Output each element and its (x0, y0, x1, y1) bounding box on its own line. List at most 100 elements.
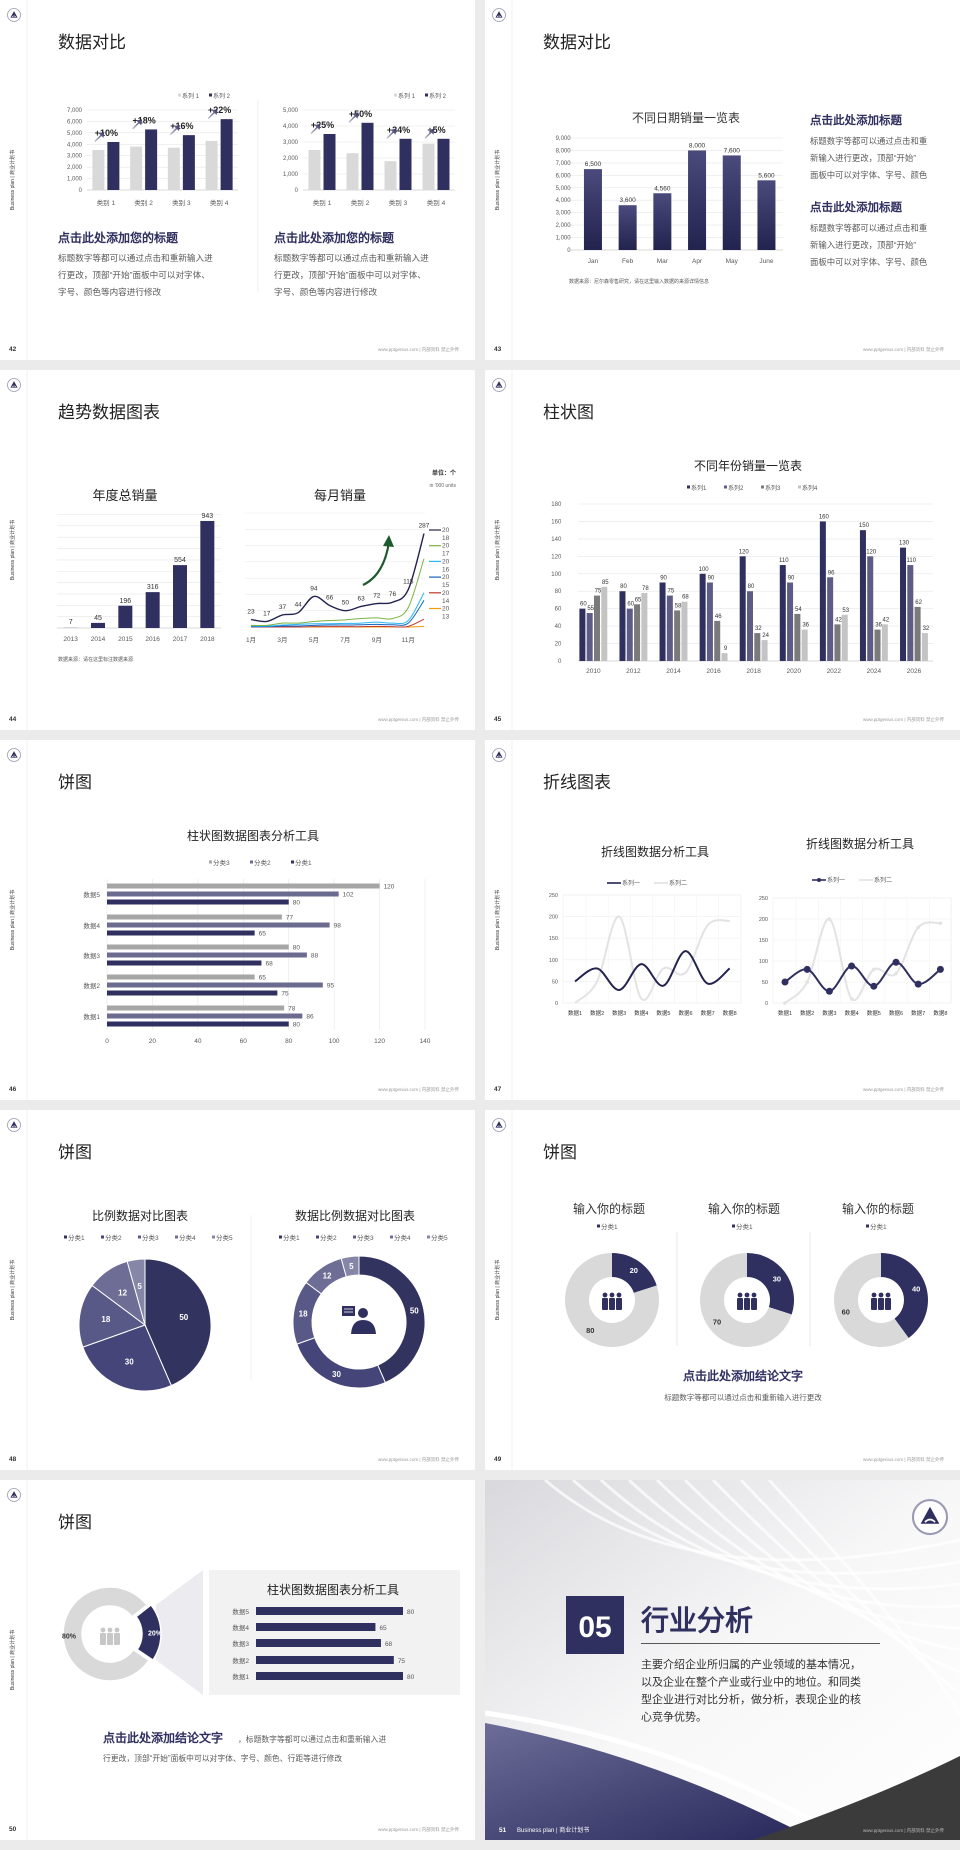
y-tick-label: 0 (555, 1001, 558, 1007)
logo-icon (7, 748, 21, 762)
bar (107, 960, 262, 966)
legend-label: 分类1 (736, 1222, 753, 1231)
data-label: 160 (819, 514, 830, 520)
x-tick-label: 数据2 (800, 1009, 814, 1017)
page-number: 50 (9, 1826, 17, 1833)
bar (422, 143, 435, 190)
bar (205, 140, 218, 190)
x-tick-label: 类别 3 (172, 198, 191, 207)
bar (659, 582, 666, 661)
bar (107, 930, 255, 936)
data-label: 90 (788, 576, 795, 582)
legend-swatch-icon (425, 93, 428, 97)
data-label: 75 (398, 1658, 406, 1665)
data-label: 32 (923, 626, 930, 632)
legend-label: 分类4 (179, 1233, 196, 1242)
x-tick-label: 2016 (145, 636, 160, 643)
data-source: 数据来源：尼尔森零售研究，请在这里输入数据的来源详情信息 (569, 278, 709, 285)
legend-label: 系列 2 (213, 92, 231, 100)
bar (714, 620, 721, 661)
bar (688, 150, 707, 250)
section-description-line: 以及企业在整个产业或行业中的地位。和同类 (641, 1675, 861, 1689)
legend-swatch-icon (64, 1235, 67, 1239)
slide-46[interactable]: Business plan | 商业计划书 46 www.pptgenius.com… (0, 740, 475, 1100)
person-chat-icon (342, 1306, 376, 1334)
bar (666, 595, 673, 661)
legend-label: 17 (442, 551, 450, 558)
slide-50[interactable]: Business plan | 商业计划书 50 www.pptgenius.com… (0, 1480, 475, 1840)
chart-title: 输入你的标题 (573, 1201, 645, 1216)
slice-label: 20 (630, 1266, 638, 1275)
slide-45[interactable]: Business plan | 商业计划书 45 www.pptgenius.com… (485, 370, 960, 730)
slide-title: 趋势数据图表 (58, 403, 160, 422)
bar (167, 147, 180, 190)
logo-icon (492, 378, 506, 392)
x-tick-label: 2014 (91, 636, 106, 643)
pie-slice (340, 1255, 360, 1278)
page-number: 45 (494, 716, 502, 723)
pie-slice (296, 1337, 386, 1389)
bar (399, 138, 412, 190)
bar (173, 565, 187, 628)
team-icon (871, 1292, 891, 1310)
slide-51[interactable]: 05 行业分析 主要介绍企业所归属的产业领域的基本情况， 以及企业在整个产业或行业中的… (485, 1480, 960, 1840)
bar (107, 891, 339, 897)
slide-44[interactable]: Business plan | 商业计划书 44 www.pptgenius.com… (0, 370, 475, 730)
bar (739, 556, 746, 661)
person-body (351, 1320, 376, 1334)
x-tick-label: 类别 1 (313, 198, 332, 207)
slice-label: 80 (586, 1326, 594, 1335)
bar (361, 122, 374, 190)
slide-48[interactable]: Business plan | 商业计划书 48 www.pptgenius.com… (0, 1110, 475, 1470)
logo-triangle (10, 11, 18, 18)
slide-42[interactable]: Business plan | 商业计划书 42 www.pptgenius.com… (0, 0, 475, 360)
bar (841, 614, 848, 661)
legend-swatch-icon (394, 93, 397, 97)
slide-49[interactable]: Business plan | 商业计划书 49 www.pptgenius.com… (485, 1110, 960, 1470)
slide-48-canvas: Business plan | 商业计划书 48 www.pptgenius.com… (7, 1110, 459, 1470)
legend-label: 20 (442, 574, 450, 581)
data-label: 53 (842, 608, 849, 614)
legend-swatch-icon (390, 1235, 393, 1239)
logo-book (11, 385, 17, 388)
x-tick-label: 数据6 (889, 1009, 903, 1017)
legend-label: 系列一 (827, 876, 845, 884)
x-tick-label: 数据8 (933, 1009, 947, 1017)
bar (819, 521, 826, 661)
legend-label: 20 (442, 590, 450, 597)
legend-label: 分类2 (105, 1233, 122, 1242)
chart-title: 每月销量 (314, 488, 366, 503)
legend-swatch-icon (209, 860, 212, 864)
block-body-line: 标题数字等都可以通过点击和重 (810, 223, 927, 233)
bar (881, 624, 888, 661)
chat-bubble (342, 1306, 355, 1316)
slide-43[interactable]: Business plan | 商业计划书 43 www.pptgenius.com… (485, 0, 960, 360)
x-tick-label: 80 (285, 1038, 293, 1045)
bar (653, 193, 672, 250)
y-tick-label: 20 (555, 642, 562, 648)
slide-47[interactable]: Business plan | 商业计划书 47 www.pptgenius.com… (485, 740, 960, 1100)
footer-text: www.pptgenius.com | 内部资料 禁止外传 (378, 1086, 459, 1093)
team-head (871, 1292, 877, 1298)
side-label: Business plan | 商业计划书 (494, 890, 501, 950)
x-tick-label: 0 (105, 1038, 109, 1045)
legend-label: 系列1 (691, 484, 707, 492)
bar (107, 974, 255, 980)
y-tick-label: 7,000 (556, 161, 572, 167)
data-label: 32 (755, 626, 762, 632)
logo-book (496, 755, 502, 758)
bar (107, 982, 323, 988)
bar (91, 622, 105, 628)
data-label: 150 (859, 523, 870, 529)
data-label: 58 (675, 603, 682, 609)
chart-title: 年度总销量 (92, 488, 157, 503)
data-label: 66 (326, 595, 334, 602)
data-label: 98 (334, 923, 342, 930)
section-number-box (566, 1596, 624, 1654)
arrow-up-right-icon (348, 112, 359, 123)
legend-swatch-icon (175, 1235, 178, 1239)
bar (907, 565, 914, 661)
pie-slice (881, 1253, 928, 1339)
legend-label: 分类3 (213, 858, 230, 867)
x-tick-label: 120 (374, 1038, 385, 1045)
